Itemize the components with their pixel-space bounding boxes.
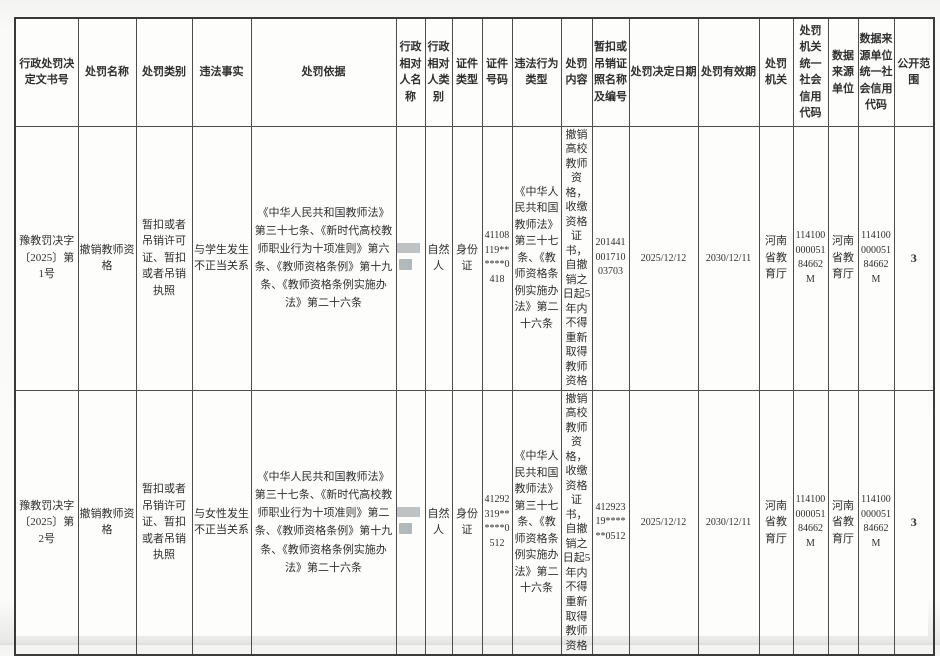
cell-penalty-content: 撤销高校教师资格，收缴资格证书，自撤销之日起5年内不得重新取得教师资格 <box>560 389 593 656</box>
cell-illegal-fact: 与学生发生不正当关系 <box>191 125 252 391</box>
cell-violation-type: 《中华人民共和国教师法》第三十七条、《教师资格条例实施办法》第二十六条 <box>511 389 562 656</box>
redaction-block <box>398 523 412 535</box>
cell-penalty-content: 撤销高校教师资格，收缴资格证书，自撤销之日起5年内不得重新取得教师资格 <box>560 125 593 391</box>
cell-data-source-unit: 河南省教育厅 <box>827 389 859 656</box>
cell-data-source-unit: 河南省教育厅 <box>827 125 859 391</box>
cell-source-credit-code: 11410000005184662M <box>857 125 895 391</box>
penalty-table: 行政处罚决定文书号 处罚名称 处罚类别 违法事实 处罚依据 行政相对人名称 行政… <box>14 17 935 656</box>
col-header-penalty-content: 处罚内容 <box>560 17 593 127</box>
cell-decision-date: 2025/12/12 <box>628 125 699 391</box>
col-header-id-type: 证件类型 <box>451 17 483 127</box>
col-header-decision-date: 处罚决定日期 <box>628 17 699 127</box>
col-header-data-source-unit: 数据来源单位 <box>827 17 859 127</box>
cell-party-type: 自然人 <box>424 125 453 391</box>
col-header-penalty-basis: 处罚依据 <box>250 17 397 127</box>
redaction-block <box>397 243 420 254</box>
col-header-penalty-name: 处罚名称 <box>77 17 137 127</box>
document-sheet: 行政处罚决定文书号 处罚名称 处罚类别 违法事实 处罚依据 行政相对人名称 行政… <box>14 17 935 656</box>
col-header-party-type: 行政相对人类别 <box>424 17 453 127</box>
cell-party-type: 自然人 <box>424 389 453 656</box>
cell-penalty-basis: 《中华人民共和国教师法》第三十七条、《新时代高校教师职业行为十项准则》第二条、《… <box>250 389 397 656</box>
cell-license-number: 20144100171003703 <box>591 125 630 391</box>
cell-party-name <box>395 389 426 656</box>
redaction-block <box>397 507 420 518</box>
cell-source-credit-code: 11410000005184662M <box>857 389 895 656</box>
cell-penalty-name: 撤销教师资格 <box>77 389 137 656</box>
cell-license-number: 41292319******0512 <box>591 389 630 656</box>
cell-penalty-category: 暂扣或者吊销许可证、暂扣或者吊销执照 <box>135 125 193 391</box>
cell-validity-period: 2030/12/11 <box>697 389 760 656</box>
col-header-penalty-authority: 处罚机关 <box>758 17 794 127</box>
col-header-illegal-fact: 违法事实 <box>191 17 252 127</box>
cell-party-name <box>395 125 426 391</box>
col-header-validity-period: 处罚有效期 <box>697 17 760 127</box>
redaction-block <box>398 259 412 271</box>
cell-penalty-authority: 河南省教育厅 <box>758 389 794 656</box>
col-header-public-scope: 公开范围 <box>893 17 935 127</box>
cell-violation-type: 《中华人民共和国教师法》第三十七条、《教师资格条例实施办法》第二十六条 <box>511 125 562 391</box>
cell-validity-period: 2030/12/11 <box>697 125 760 391</box>
col-header-penalty-category: 处罚类别 <box>135 17 193 127</box>
col-header-id-number: 证件号码 <box>481 17 513 127</box>
col-header-doc-number: 行政处罚决定文书号 <box>14 17 79 127</box>
cell-decision-date: 2025/12/12 <box>628 389 699 656</box>
cell-penalty-authority: 河南省教育厅 <box>758 125 794 391</box>
cell-authority-credit-code: 11410000005184662M <box>792 125 829 391</box>
table-header-row: 行政处罚决定文书号 处罚名称 处罚类别 违法事实 处罚依据 行政相对人名称 行政… <box>14 17 935 127</box>
cell-id-type: 身份证 <box>451 125 483 391</box>
col-header-source-credit-code: 数据来源单位统一社会信用代码 <box>857 17 895 127</box>
col-header-authority-credit-code: 处罚机关统一社会信用代码 <box>792 17 829 127</box>
cell-penalty-category: 暂扣或者吊销许可证、暂扣或者吊销执照 <box>135 389 193 656</box>
cell-public-scope: 3 <box>893 389 935 656</box>
cell-penalty-basis: 《中华人民共和国教师法》第三十七条、《新时代高校教师职业行为十项准则》第六条、《… <box>250 125 397 391</box>
col-header-violation-type: 违法行为类型 <box>511 17 562 127</box>
cell-doc-number: 豫教罚决字〔2025〕第2号 <box>14 389 79 656</box>
cell-penalty-name: 撤销教师资格 <box>77 125 137 391</box>
cell-id-number: 41108119******0418 <box>481 125 513 391</box>
col-header-party-name: 行政相对人名称 <box>395 17 426 127</box>
cell-doc-number: 豫教罚决字〔2025〕第1号 <box>14 125 79 391</box>
cell-id-number: 41292319******0512 <box>481 389 513 656</box>
cell-authority-credit-code: 11410000005184662M <box>792 389 829 656</box>
cell-id-type: 身份证 <box>451 389 483 656</box>
col-header-license-number: 暂扣或吊销证照名称及编号 <box>591 17 630 127</box>
cell-public-scope: 3 <box>893 125 935 391</box>
table-row: 豫教罚决字〔2025〕第2号 撤销教师资格 暂扣或者吊销许可证、暂扣或者吊销执照… <box>14 389 935 656</box>
cell-illegal-fact: 与女性发生不正当关系 <box>191 389 252 656</box>
table-row: 豫教罚决字〔2025〕第1号 撤销教师资格 暂扣或者吊销许可证、暂扣或者吊销执照… <box>14 125 935 391</box>
